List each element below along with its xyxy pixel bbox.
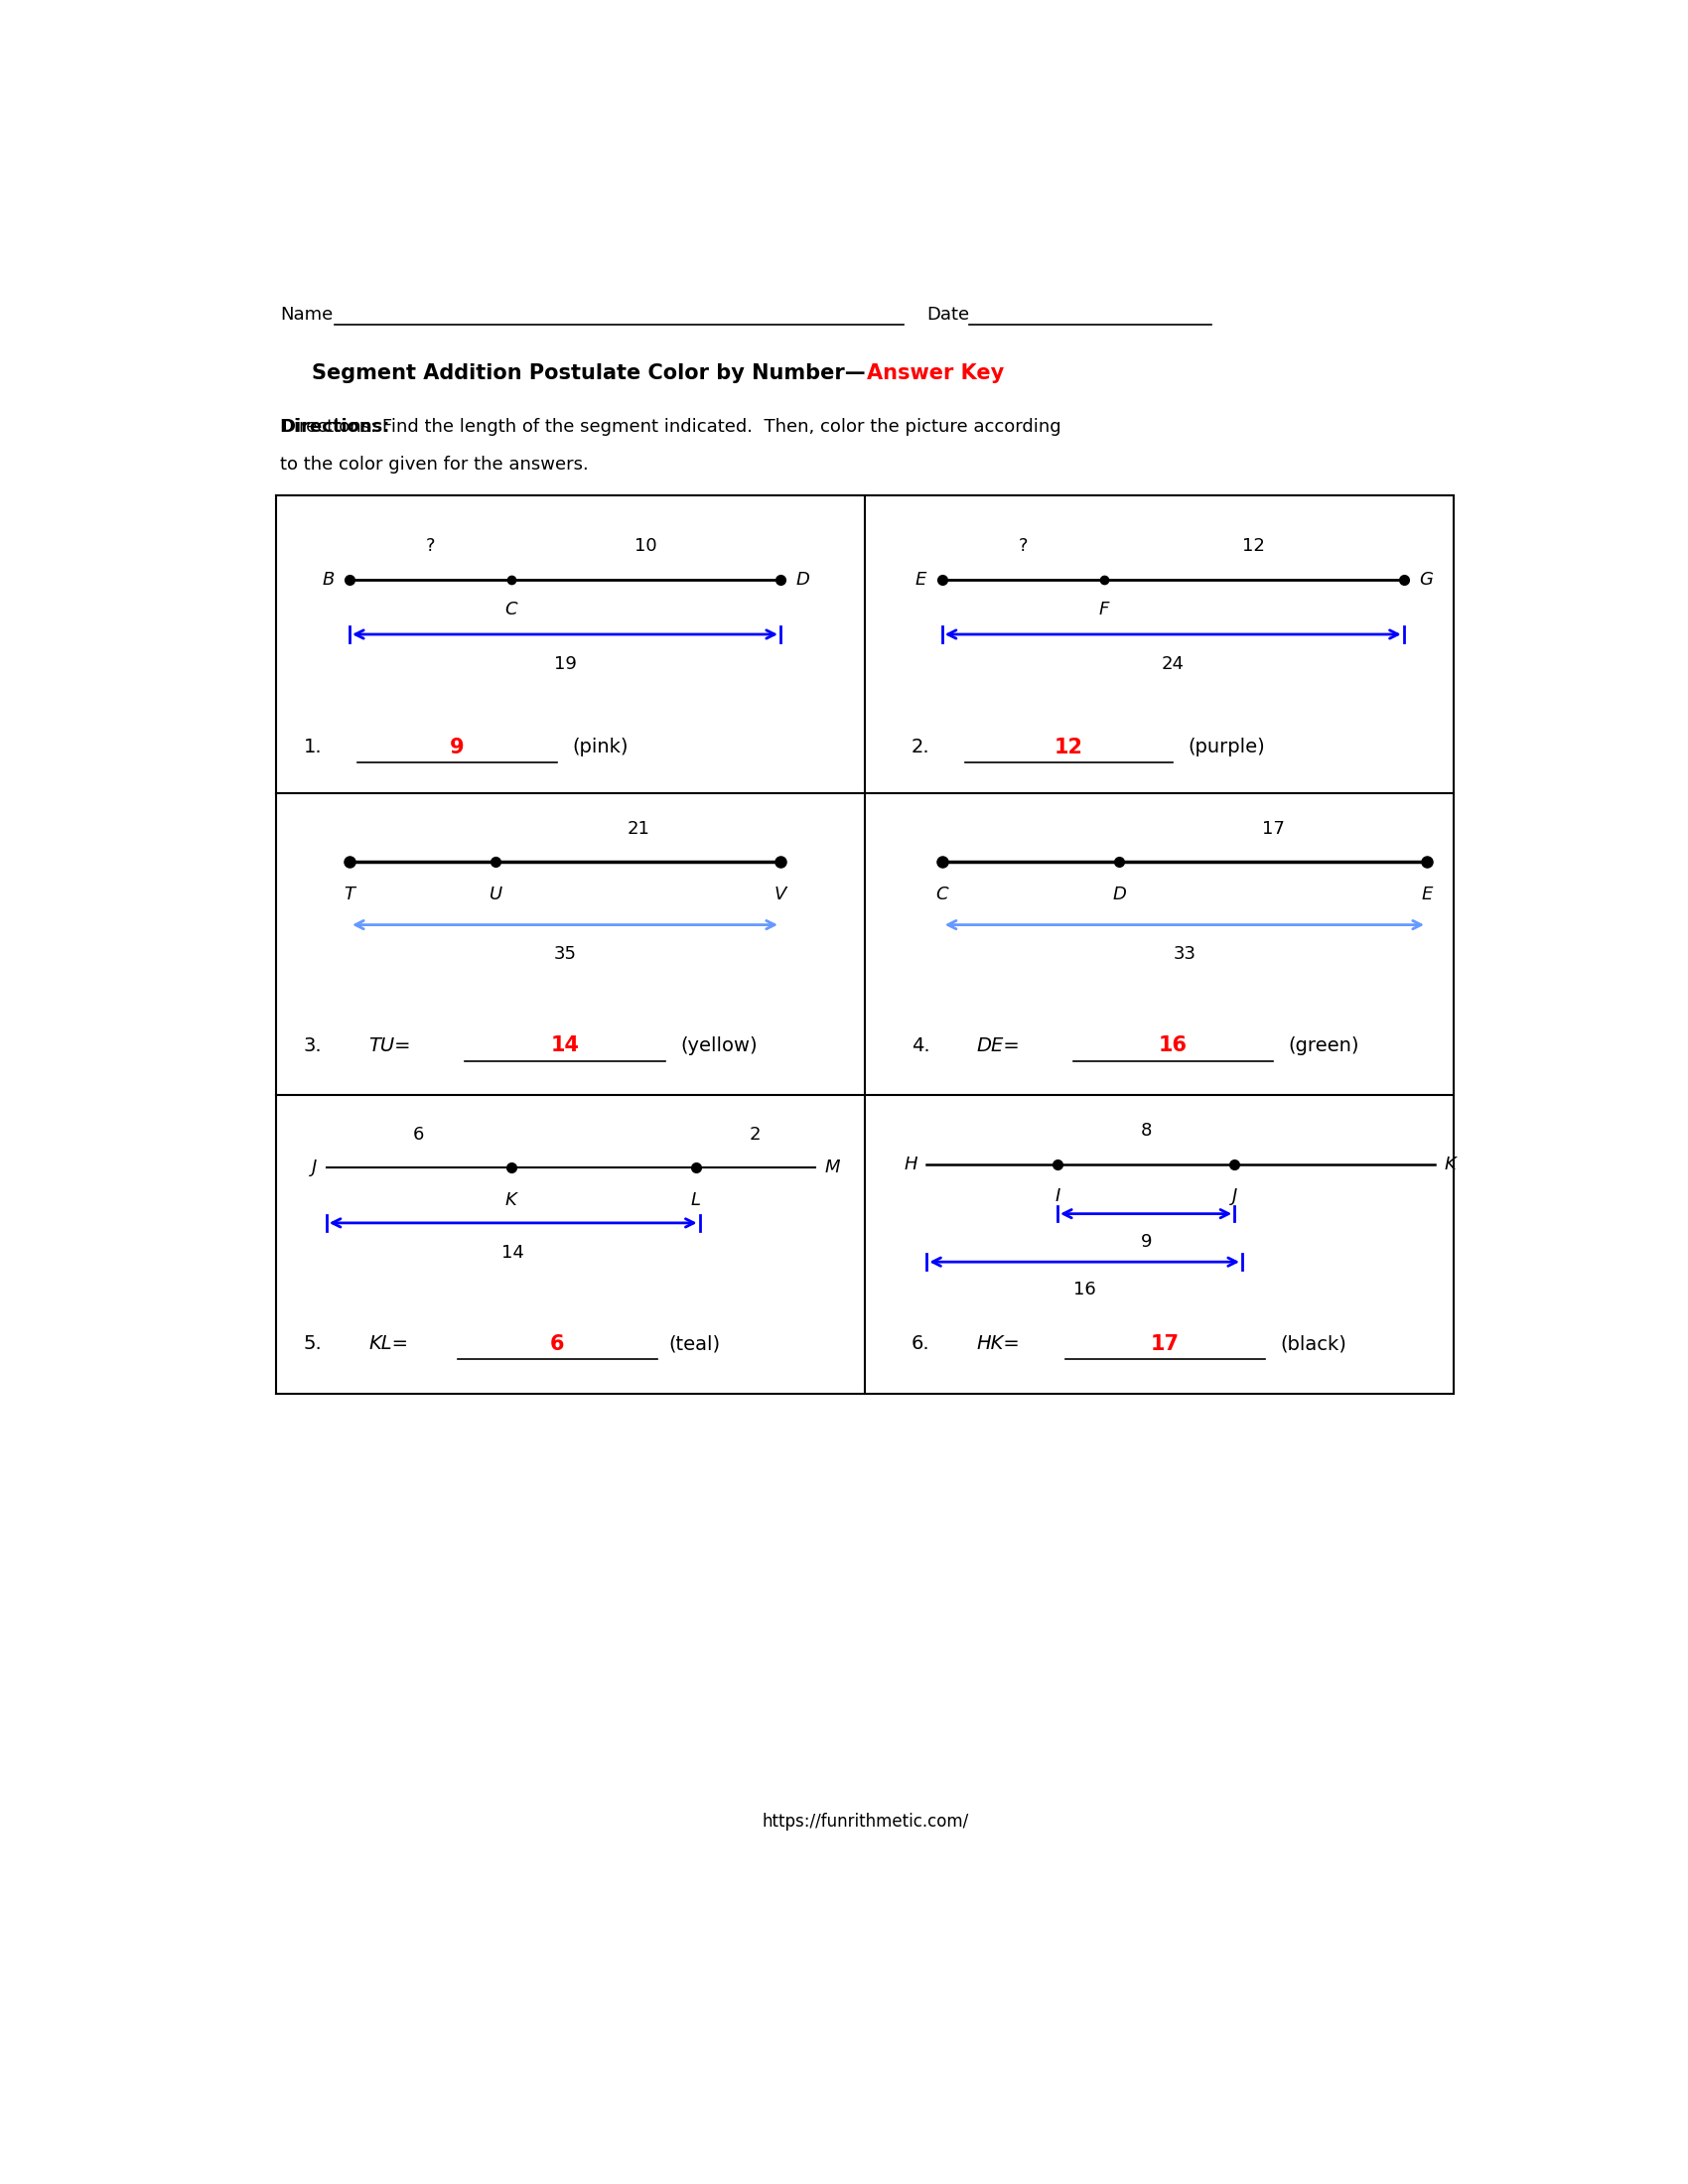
- Text: https://funrithmetic.com/: https://funrithmetic.com/: [761, 1813, 969, 1830]
- Text: (black): (black): [1281, 1334, 1347, 1354]
- Text: 4.: 4.: [912, 1035, 930, 1055]
- Text: 3.: 3.: [304, 1035, 322, 1055]
- Text: E: E: [915, 570, 927, 587]
- Text: (purple): (purple): [1188, 738, 1266, 758]
- Text: C: C: [505, 601, 518, 618]
- Text: 24: 24: [1161, 655, 1185, 673]
- Text: ?: ?: [425, 537, 436, 555]
- Text: H: H: [905, 1155, 918, 1173]
- Text: D: D: [795, 570, 810, 587]
- Text: J: J: [312, 1160, 317, 1177]
- Text: Segment Addition Postulate Color by Number—: Segment Addition Postulate Color by Numb…: [311, 363, 864, 382]
- Text: C: C: [935, 885, 949, 902]
- Text: 14: 14: [550, 1035, 579, 1055]
- Text: (green): (green): [1288, 1035, 1359, 1055]
- Text: KL=: KL=: [368, 1334, 408, 1354]
- Text: 8: 8: [1141, 1123, 1151, 1140]
- Text: 9: 9: [1141, 1232, 1151, 1251]
- Text: (pink): (pink): [572, 738, 628, 758]
- Text: 14: 14: [501, 1243, 525, 1262]
- Text: ?: ?: [1018, 537, 1028, 555]
- Text: V: V: [775, 885, 787, 902]
- Text: Directions: Find the length of the segment indicated.  Then, color the picture a: Directions: Find the length of the segme…: [280, 417, 1062, 435]
- Text: 1.: 1.: [304, 738, 322, 758]
- Text: 12: 12: [1242, 537, 1264, 555]
- Text: F: F: [1099, 601, 1109, 618]
- Text: (teal): (teal): [668, 1334, 721, 1354]
- Text: D: D: [1112, 885, 1126, 902]
- Text: to the color given for the answers.: to the color given for the answers.: [280, 456, 589, 474]
- Text: 19: 19: [554, 655, 576, 673]
- Text: 16: 16: [1158, 1035, 1187, 1055]
- Text: M: M: [824, 1160, 839, 1177]
- Text: 12: 12: [1055, 738, 1084, 758]
- Text: 17: 17: [1151, 1334, 1180, 1354]
- Text: 33: 33: [1173, 946, 1195, 963]
- Text: 2.: 2.: [912, 738, 930, 758]
- Text: I: I: [1055, 1188, 1060, 1206]
- Text: 16: 16: [1074, 1282, 1096, 1299]
- Text: 17: 17: [1261, 819, 1285, 839]
- Text: 2: 2: [749, 1125, 761, 1144]
- Text: 10: 10: [635, 537, 657, 555]
- Text: 6: 6: [550, 1334, 564, 1354]
- Text: L: L: [690, 1190, 701, 1208]
- Text: Name: Name: [280, 306, 333, 323]
- Text: E: E: [1421, 885, 1433, 902]
- Text: B: B: [322, 570, 334, 587]
- Text: 9: 9: [451, 738, 464, 758]
- Text: 6: 6: [414, 1125, 424, 1144]
- Text: K: K: [1443, 1155, 1455, 1173]
- Text: TU=: TU=: [368, 1035, 410, 1055]
- Text: 35: 35: [554, 946, 576, 963]
- Text: J: J: [1232, 1188, 1237, 1206]
- Text: G: G: [1420, 570, 1433, 587]
- Text: U: U: [490, 885, 503, 902]
- Text: T: T: [344, 885, 354, 902]
- Text: DE=: DE=: [977, 1035, 1020, 1055]
- Text: 5.: 5.: [304, 1334, 322, 1354]
- Text: HK=: HK=: [977, 1334, 1020, 1354]
- Text: 21: 21: [626, 819, 650, 839]
- Text: 6.: 6.: [912, 1334, 930, 1354]
- Text: (yellow): (yellow): [680, 1035, 758, 1055]
- Text: Date: Date: [927, 306, 969, 323]
- Text: K: K: [505, 1190, 517, 1208]
- Text: Directions:: Directions:: [280, 417, 390, 435]
- Text: Answer Key: Answer Key: [866, 363, 1004, 382]
